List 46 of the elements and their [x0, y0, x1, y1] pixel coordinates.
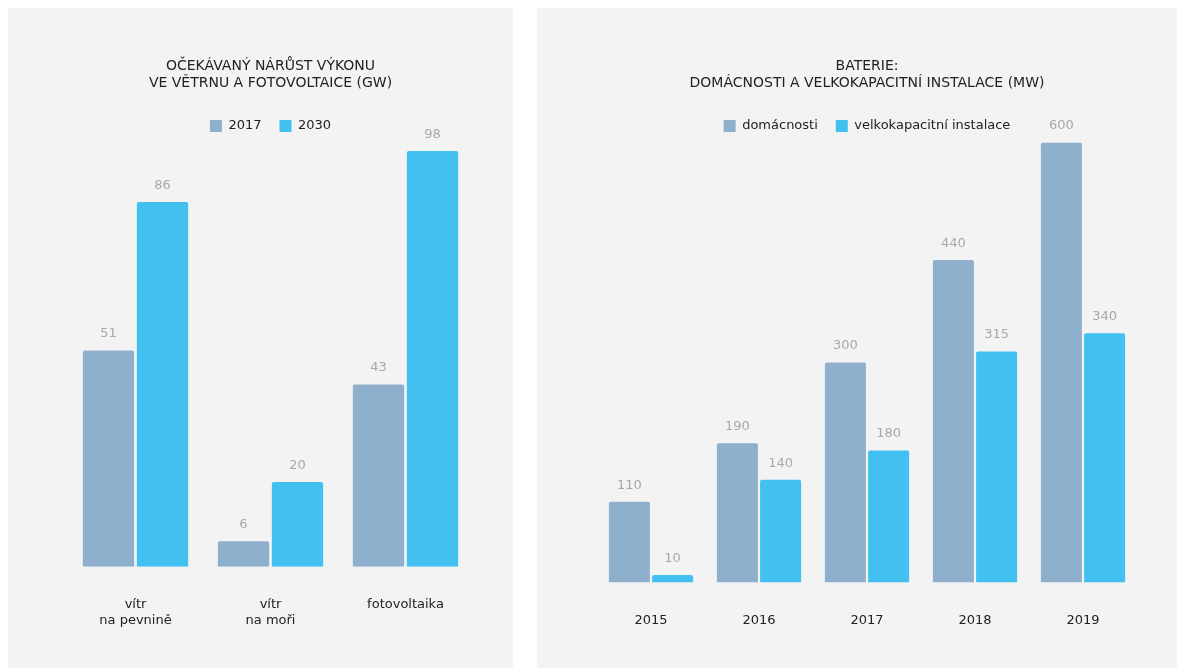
x-tick-label: vítr na moři	[245, 595, 296, 627]
bar	[217, 541, 270, 567]
x-tick-label: 2018	[958, 611, 992, 627]
bar	[406, 151, 459, 567]
data-label: 51	[100, 325, 117, 341]
x-tick-label: 2016	[742, 611, 776, 627]
x-tick-label: 2017	[850, 611, 884, 627]
data-label: 180	[876, 425, 902, 441]
data-label: 190	[724, 418, 750, 434]
x-tick-label: 2015	[634, 611, 668, 627]
x-tick-label: vítr na pevnině	[99, 595, 172, 627]
legend-label: 2017	[228, 117, 262, 133]
bar	[1040, 142, 1082, 583]
bar	[716, 443, 758, 583]
bar	[760, 479, 802, 583]
x-tick-label: 2019	[1066, 611, 1100, 627]
data-label: 6	[239, 516, 248, 532]
legend-label: velkokapacitní instalace	[854, 117, 1011, 133]
legend-label: domácnosti	[742, 117, 818, 133]
bar	[976, 351, 1018, 583]
bar	[824, 362, 866, 583]
data-label: 110	[616, 476, 642, 492]
bar	[352, 384, 405, 567]
bar	[271, 481, 324, 567]
chart-title: BATERIE: DOMÁCNOSTI A VELKOKAPACITNÍ INSTALACE (MW)	[689, 57, 1045, 90]
data-label: 98	[424, 125, 441, 141]
bar	[932, 259, 974, 583]
data-label: 440	[940, 234, 966, 250]
data-label: 600	[1048, 117, 1074, 133]
data-label: 300	[832, 337, 858, 353]
x-tick-label: fotovoltaika	[367, 595, 444, 611]
data-label: 140	[768, 454, 794, 470]
data-label: 43	[370, 359, 387, 375]
bar	[1084, 333, 1126, 583]
bar	[652, 575, 694, 583]
chart-title: OČEKÁVANÝ NÁRŮST VÝKONU VE VĚTRNU A FOTOVOLTAICE (GW)	[148, 56, 393, 90]
bar	[868, 450, 910, 583]
data-label: 86	[154, 176, 171, 192]
bar	[136, 201, 189, 567]
legend-label: 2030	[298, 117, 332, 133]
data-label: 340	[1092, 308, 1118, 324]
data-label: 10	[664, 549, 681, 565]
bar	[608, 501, 650, 583]
data-label: 20	[289, 456, 306, 472]
bar	[82, 350, 135, 567]
data-label: 315	[984, 326, 1010, 342]
